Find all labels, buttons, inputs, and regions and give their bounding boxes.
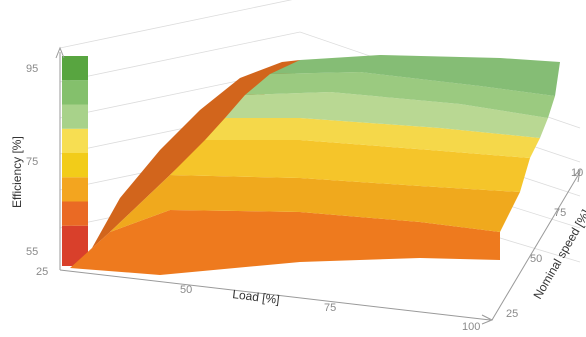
y-tick-label: 50 <box>530 253 542 265</box>
surface-band-1 <box>70 210 500 275</box>
color-bar-segment <box>62 201 88 226</box>
color-bar-segment <box>62 177 88 202</box>
z-tick-label: 95 <box>26 63 38 75</box>
y-tick-label: 75 <box>554 207 566 219</box>
y-tick-label: 25 <box>506 308 518 320</box>
color-bar-segment <box>62 128 88 153</box>
surface-band-5 <box>225 92 548 138</box>
efficiency-color-bar <box>62 56 88 266</box>
z-tick-label: 55 <box>26 246 38 258</box>
color-bar-segment <box>62 153 88 178</box>
efficiency-surface <box>70 55 560 275</box>
x-tick-label: 25 <box>36 266 48 278</box>
z-axis-arrow <box>55 46 65 59</box>
surface-band-6 <box>245 72 555 118</box>
surface-band-4 <box>205 118 540 158</box>
color-bar-segment <box>62 104 88 129</box>
surface-band-7 <box>270 55 560 96</box>
color-bar-segment <box>62 56 88 81</box>
x-axis <box>59 269 491 321</box>
color-bar-segment <box>62 80 88 105</box>
y-axis <box>491 171 581 321</box>
color-bar-segment <box>62 225 88 250</box>
x-axis-label: Load [%] <box>232 287 281 307</box>
surface-band-3 <box>170 140 530 192</box>
surface-band-2 <box>110 175 520 232</box>
y-axis-arrow <box>573 168 581 183</box>
x-tick-label: 50 <box>180 284 192 296</box>
z-axis-label: Efficiency [%] <box>10 136 24 208</box>
x-tick-label: 100 <box>462 321 480 333</box>
z-tick-label: 75 <box>26 156 38 168</box>
y-tick-label: 10 <box>571 167 583 179</box>
x-tick-label: 75 <box>324 302 336 314</box>
surface-highlight <box>270 55 560 96</box>
axes <box>55 46 581 325</box>
